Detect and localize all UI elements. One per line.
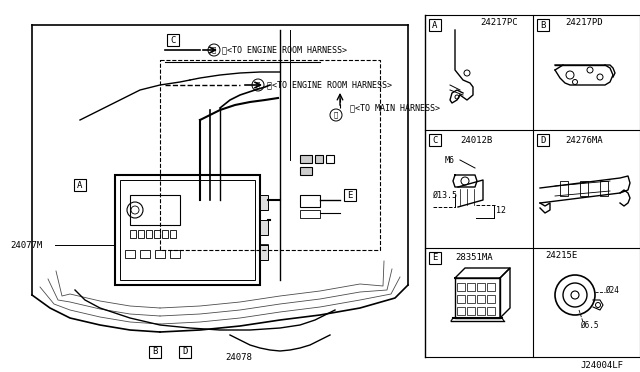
Bar <box>477 295 485 303</box>
Text: 28351MA: 28351MA <box>455 253 493 263</box>
Bar <box>170 230 176 238</box>
FancyBboxPatch shape <box>429 134 441 146</box>
Text: ②<TO ENGINE ROOM HARNESS>: ②<TO ENGINE ROOM HARNESS> <box>267 80 392 90</box>
Bar <box>300 167 312 175</box>
Bar <box>146 230 152 238</box>
Text: ①: ① <box>212 47 216 53</box>
Bar <box>315 155 323 163</box>
FancyBboxPatch shape <box>344 189 356 201</box>
Bar <box>300 195 320 207</box>
FancyBboxPatch shape <box>537 19 549 31</box>
FancyBboxPatch shape <box>167 34 179 46</box>
Bar <box>477 307 485 315</box>
Text: 24217PD: 24217PD <box>565 17 603 26</box>
Bar <box>125 250 135 258</box>
Text: 24276MA: 24276MA <box>565 135 603 144</box>
Text: E: E <box>348 190 353 199</box>
Bar <box>138 230 144 238</box>
Bar <box>477 283 485 291</box>
Text: ①<TO ENGINE ROOM HARNESS>: ①<TO ENGINE ROOM HARNESS> <box>222 45 347 55</box>
Text: 24012B: 24012B <box>460 135 492 144</box>
Text: 24215E: 24215E <box>545 250 577 260</box>
Bar <box>326 155 334 163</box>
Bar <box>130 230 136 238</box>
Text: C: C <box>170 35 176 45</box>
Text: Ø6.5: Ø6.5 <box>580 321 598 330</box>
Text: J24004LF: J24004LF <box>580 360 623 369</box>
Text: ③: ③ <box>334 112 338 118</box>
FancyBboxPatch shape <box>179 346 191 358</box>
Bar <box>155 250 165 258</box>
Text: 12: 12 <box>496 205 506 215</box>
Text: C: C <box>432 135 438 144</box>
Text: A: A <box>432 20 438 29</box>
Bar <box>560 181 568 196</box>
Text: E: E <box>432 253 438 263</box>
Text: 24077M: 24077M <box>10 241 42 250</box>
Bar <box>260 245 268 260</box>
Bar <box>487 295 495 303</box>
Bar <box>467 307 475 315</box>
Text: 24078: 24078 <box>225 353 252 362</box>
Bar <box>580 181 588 196</box>
Bar <box>457 283 465 291</box>
Bar <box>467 295 475 303</box>
Text: D: D <box>540 135 546 144</box>
Bar <box>457 295 465 303</box>
Bar <box>170 250 180 258</box>
Text: ③<TO MAIN HARNESS>: ③<TO MAIN HARNESS> <box>350 103 440 112</box>
Bar <box>300 155 312 163</box>
FancyBboxPatch shape <box>149 346 161 358</box>
FancyBboxPatch shape <box>74 179 86 191</box>
Bar <box>154 230 160 238</box>
Text: Ø13.5: Ø13.5 <box>433 190 458 199</box>
Bar <box>600 181 608 196</box>
Text: B: B <box>152 347 157 356</box>
Text: 24217PC: 24217PC <box>480 17 518 26</box>
Bar <box>487 307 495 315</box>
Bar <box>457 307 465 315</box>
FancyBboxPatch shape <box>429 19 441 31</box>
Text: D: D <box>182 347 188 356</box>
Text: A: A <box>77 180 83 189</box>
Bar <box>260 195 268 210</box>
Text: Ø24: Ø24 <box>605 285 619 295</box>
Bar <box>467 283 475 291</box>
Bar <box>120 180 255 280</box>
Text: M6: M6 <box>445 155 455 164</box>
Bar <box>130 195 180 225</box>
Bar <box>140 250 150 258</box>
Bar <box>162 230 168 238</box>
FancyBboxPatch shape <box>537 134 549 146</box>
Bar <box>487 283 495 291</box>
Bar <box>160 60 380 250</box>
Text: ②: ② <box>256 82 260 88</box>
FancyBboxPatch shape <box>429 252 441 264</box>
Bar <box>300 210 320 218</box>
Text: B: B <box>540 20 546 29</box>
Bar <box>115 175 260 285</box>
Bar <box>260 220 268 235</box>
